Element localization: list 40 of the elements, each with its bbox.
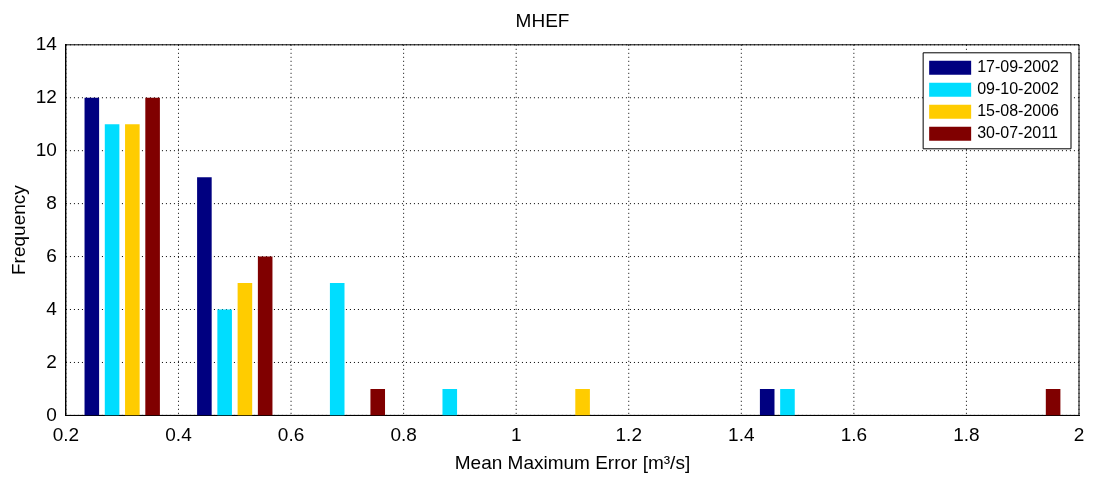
bar — [759, 388, 775, 416]
bar — [780, 388, 795, 416]
bar — [145, 97, 160, 416]
x-tick-label: 1.2 — [615, 424, 642, 446]
bar — [237, 283, 253, 416]
y-tick-label: 2 — [46, 350, 57, 372]
bar — [197, 177, 212, 416]
x-tick-label: 0.2 — [52, 424, 80, 446]
x-tick-label: 0.6 — [277, 424, 305, 446]
x-tick-label: 0.4 — [165, 424, 193, 446]
x-tick-label: 2 — [1073, 424, 1085, 446]
chart-title: MHEF — [515, 9, 570, 31]
legend-label: 09-10-2002 — [977, 80, 1060, 98]
y-tick-label: 4 — [46, 297, 58, 319]
x-tick-label: 1.4 — [728, 424, 755, 446]
y-tick-label: 14 — [35, 33, 58, 55]
y-axis-title: Frequency — [7, 184, 29, 275]
bar — [442, 388, 458, 416]
y-tick-label: 6 — [46, 244, 57, 266]
x-tick-label: 1 — [510, 424, 522, 446]
bar — [257, 256, 273, 416]
y-tick-label: 8 — [46, 191, 57, 213]
bar — [84, 97, 100, 416]
bar — [1045, 388, 1061, 416]
x-tick-label: 1.8 — [953, 424, 980, 446]
bar — [125, 124, 140, 416]
bar — [104, 124, 120, 416]
legend-label: 30-07-2011 — [977, 124, 1058, 142]
bar — [217, 309, 232, 416]
bar — [370, 388, 386, 416]
legend-label: 15-08-2006 — [977, 102, 1060, 120]
bar — [575, 388, 590, 416]
y-tick-label: 12 — [35, 85, 57, 107]
legend-label: 17-09-2002 — [977, 58, 1060, 76]
x-tick-label: 1.6 — [840, 424, 868, 446]
x-tick-label: 0.8 — [390, 424, 417, 446]
y-tick-label: 10 — [35, 138, 57, 160]
x-axis-title: Mean Maximum Error [m³/s] — [454, 451, 691, 473]
bar — [329, 283, 345, 416]
y-tick-label: 0 — [46, 403, 57, 425]
